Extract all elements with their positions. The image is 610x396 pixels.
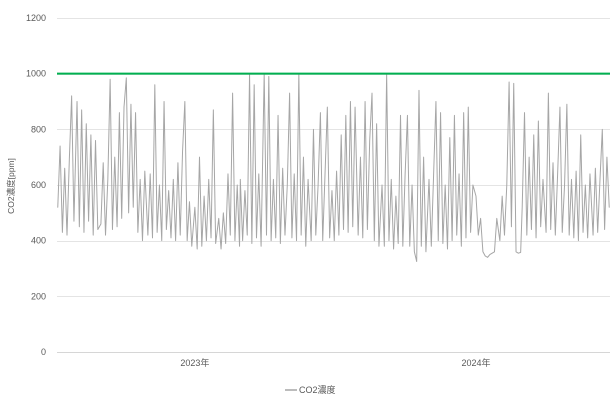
legend-label-co2: CO2濃度	[299, 384, 336, 395]
y-tick-label-1000: 1000	[26, 69, 46, 79]
y-tick-label-400: 400	[31, 236, 46, 246]
x-axis-tick-labels: 2023年 2024年	[180, 357, 490, 368]
co2-concentration-series-line	[57, 73, 610, 263]
x-tick-label-0: 2023年	[180, 357, 209, 368]
y-tick-label-0: 0	[41, 347, 46, 357]
y-tick-label-200: 200	[31, 291, 46, 301]
y-tick-label-1200: 1200	[26, 13, 46, 23]
x-tick-label-1: 2024年	[461, 357, 490, 368]
y-tick-label-800: 800	[31, 124, 46, 134]
y-axis-title: CO2濃度[ppm]	[6, 158, 16, 214]
legend: CO2濃度	[285, 384, 336, 395]
y-tick-label-600: 600	[31, 180, 46, 190]
y-axis-tick-labels: 0 200 400 600 800 1000 1200	[26, 13, 46, 357]
series-layer	[57, 73, 610, 263]
